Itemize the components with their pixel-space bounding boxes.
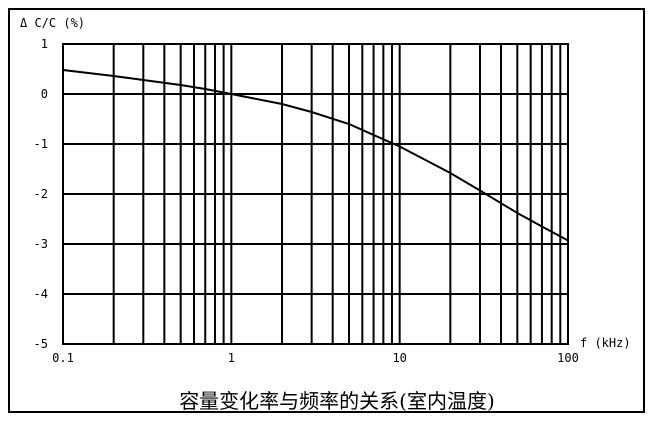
grid bbox=[62, 43, 568, 345]
y-tick-label: 1 bbox=[41, 37, 48, 51]
x-tick-label: 0.1 bbox=[52, 351, 74, 365]
y-tick-label: -1 bbox=[34, 137, 48, 151]
plot-border bbox=[62, 43, 569, 345]
x-tick-label: 100 bbox=[557, 351, 579, 365]
y-tick-label: -4 bbox=[34, 287, 48, 301]
x-axis-label: f (kHz) bbox=[580, 336, 631, 350]
y-tick-label: -5 bbox=[34, 337, 48, 351]
chart-title: 容量变化率与频率的关系(室内温度) bbox=[179, 389, 495, 413]
y-tick-label: -3 bbox=[34, 237, 48, 251]
x-tick-label: 1 bbox=[228, 351, 235, 365]
tick-labels: 10-1-2-3-4-50.1 1 10 100 bbox=[34, 37, 579, 365]
x-tick-label: 10 bbox=[392, 351, 406, 365]
y-axis-label: Δ C/C (%) bbox=[20, 16, 85, 30]
y-tick-label: 0 bbox=[41, 87, 48, 101]
y-tick-label: -2 bbox=[34, 187, 48, 201]
series-line bbox=[62, 69, 569, 242]
